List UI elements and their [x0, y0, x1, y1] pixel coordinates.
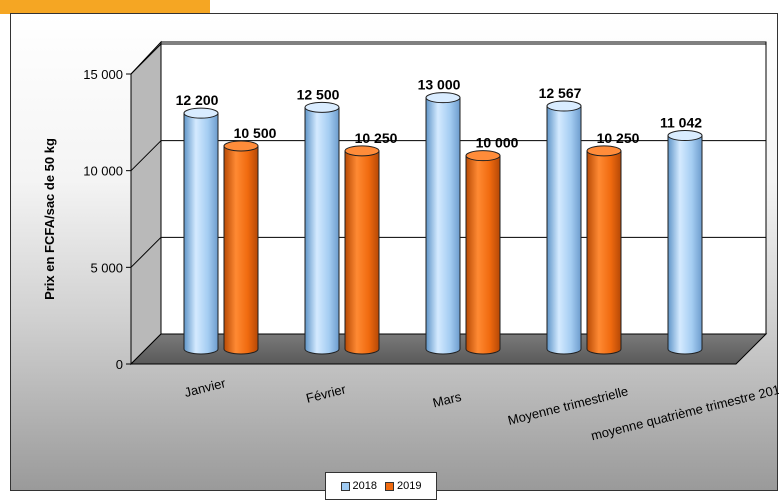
x-tick-label-mars: Mars [431, 389, 463, 411]
data-label-fevrier-2019: 10 250 [355, 130, 398, 146]
bar-moyenne-trimestrielle-2018 [546, 100, 582, 355]
bar-janvier-2018 [183, 107, 219, 355]
chart-plot: 0 5 000 10 000 15 000 12 200 10 500 Janvier 12… [42, 40, 779, 443]
legend-swatch-2018 [340, 481, 350, 491]
bar-moyenne-trimestrielle-2019 [586, 145, 622, 355]
bar-fevrier-2019 [344, 145, 380, 355]
legend-label-2019: 2019 [397, 480, 422, 492]
data-label-mars-2018: 13 000 [418, 77, 461, 93]
y-axis-label: Prix en FCFA/sac de 50 kg [42, 138, 57, 300]
y-tick-label: 0 [116, 357, 123, 372]
bar-fevrier-2018 [304, 101, 340, 355]
bar-mars-2019 [465, 150, 501, 355]
y-tick-label: 15 000 [83, 67, 123, 82]
gridline-side [130, 236, 162, 268]
data-label-moyenne-quatrieme-trimestre-2018-2018: 11 042 [660, 115, 702, 131]
gridline-side [130, 140, 162, 172]
data-label-janvier-2019: 10 500 [234, 125, 277, 141]
bar-janvier-2019 [223, 140, 259, 355]
bar-mars-2018 [425, 92, 461, 355]
x-tick-label-fevrier: Février [304, 381, 348, 406]
bar-moyenne-quatrieme-trimestre-2018-2018 [667, 130, 703, 355]
data-label-moyenne-trimestrielle-2019: 10 250 [597, 130, 640, 146]
x-tick-label-moyenne-trimestrielle: Moyenne trimestrielle [506, 383, 630, 427]
legend-swatch-2019 [385, 481, 394, 491]
data-label-janvier-2018: 12 200 [176, 92, 219, 108]
legend-label-2018: 2018 [352, 480, 377, 492]
legend-item-2019: 2019 [385, 480, 421, 492]
header-accent-bar [0, 0, 210, 14]
legend: 2018 2019 [325, 472, 437, 500]
data-label-mars-2019: 10 000 [476, 135, 519, 151]
x-tick-label-janvier: Janvier [183, 375, 228, 400]
gridline-side [130, 43, 162, 75]
data-label-moyenne-trimestrielle-2018: 12 567 [539, 85, 582, 101]
y-tick-label: 10 000 [83, 164, 123, 179]
chart-area: 0 5 000 10 000 15 000 12 200 10 500 Janvier 12… [10, 13, 779, 500]
y-tick-label: 5 000 [90, 260, 123, 275]
legend-item-2018: 2018 [340, 480, 377, 492]
data-label-fevrier-2018: 12 500 [297, 86, 340, 102]
plot-side-wall [130, 40, 162, 366]
